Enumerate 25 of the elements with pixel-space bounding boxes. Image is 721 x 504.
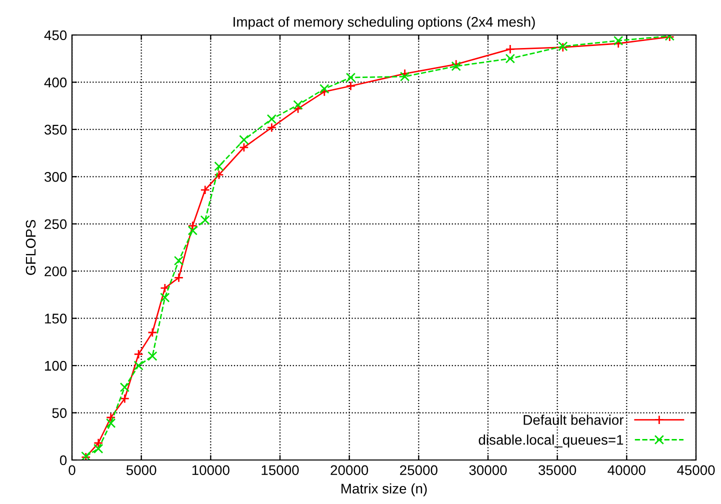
y-tick-label: 100 [45, 360, 67, 371]
x-tick-label: 15000 [262, 465, 299, 476]
chart-title: Impact of memory scheduling options (2x4 mesh) [234, 16, 535, 30]
x-tick-label: 30000 [469, 465, 507, 476]
y-tick-label: 350 [44, 124, 67, 135]
x-tick-label: 10000 [192, 465, 230, 476]
legend-label: disable.local_queues=1 [478, 434, 624, 448]
y-tick-label: 0 [60, 455, 67, 466]
x-tick-label: 25000 [400, 465, 438, 476]
y-tick-label: 300 [44, 172, 67, 182]
x-tick-label: 20000 [330, 465, 368, 476]
y-tick-label: 450 [44, 30, 67, 40]
x-tick-label: 40000 [608, 465, 646, 476]
y-tick-label: 200 [44, 266, 67, 276]
x-tick-label: 0 [68, 465, 76, 476]
y-tick-label: 400 [44, 78, 67, 88]
x-axis-title: Matrix size (n) [342, 483, 427, 496]
y-tick-label: 50 [52, 408, 67, 418]
legend-label: Default behavior [524, 414, 624, 425]
x-tick-label: 5000 [126, 465, 156, 476]
y-tick-label: 150 [45, 314, 67, 324]
y-axis-title: GFLOPS [26, 220, 36, 275]
y-tick-label: 250 [44, 219, 67, 230]
x-tick-label: 45000 [677, 465, 715, 476]
x-tick-label: 35000 [538, 465, 576, 476]
